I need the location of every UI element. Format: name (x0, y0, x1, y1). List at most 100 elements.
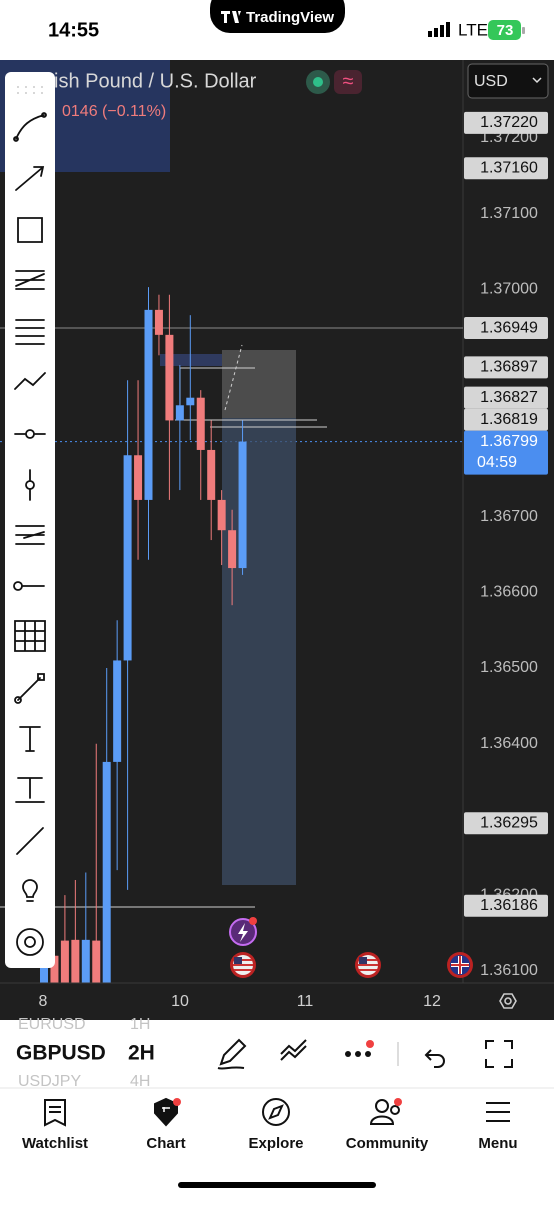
currency: USD (474, 73, 508, 90)
price-badge-label: 1.36949 (480, 319, 538, 336)
candle-body (92, 940, 101, 983)
y-tick-label: 1.36700 (480, 508, 538, 525)
tab-label[interactable]: Community (346, 1135, 429, 1152)
event-flags[interactable] (230, 952, 473, 978)
candle-body (228, 530, 237, 569)
price-badge (464, 894, 548, 917)
price-badge (464, 812, 548, 835)
candle-body (175, 405, 184, 421)
interval[interactable]: 4H (130, 1073, 150, 1090)
price-badge-label: 1.36897 (480, 359, 538, 376)
home-indicator (178, 1182, 376, 1188)
price-axis: 1.372001.371001.370001.367001.366001.365… (464, 111, 548, 979)
price-badge-label: 1.36827 (480, 389, 538, 406)
time-ticks: 8 10 11 12 (39, 993, 441, 1010)
price-badge-label: 1.36799 (480, 433, 538, 450)
tab-label[interactable]: Menu (478, 1135, 517, 1152)
candle-body (186, 397, 195, 406)
candle-body (238, 441, 247, 569)
y-tick-label: 1.36500 (480, 659, 538, 676)
tool-icon[interactable] (15, 166, 45, 191)
app-logo (221, 11, 241, 23)
tool-icon[interactable] (17, 86, 43, 94)
price-badge (464, 430, 548, 475)
community-badge (394, 1098, 402, 1106)
drawing-toolbar (5, 72, 55, 968)
x-tick-label: 12 (423, 993, 441, 1010)
x-tick-label: 8 (39, 993, 48, 1010)
candle-body (134, 455, 143, 500)
tool-icon[interactable] (16, 928, 44, 956)
currency-select[interactable] (467, 63, 549, 99)
more-button[interactable] (345, 1051, 371, 1057)
tool-icons (13, 86, 47, 956)
market-dot (313, 77, 323, 87)
tool-icon[interactable] (17, 217, 43, 243)
stop-zone (222, 418, 296, 885)
tool-icon[interactable] (14, 673, 45, 704)
tool-icon[interactable] (15, 319, 45, 345)
price-badge-label: 1.37160 (480, 159, 538, 176)
price-badge (464, 408, 548, 431)
feed-badge (334, 70, 362, 94)
event-badge (249, 917, 257, 925)
interval[interactable]: 2H (128, 1042, 155, 1065)
tool-icon[interactable] (16, 827, 44, 855)
symbol[interactable]: GBPUSD (16, 1042, 106, 1065)
tool-icon[interactable] (14, 372, 46, 390)
time-axis (0, 983, 554, 1020)
candle-body (81, 939, 90, 983)
y-tick-label: 1.37100 (480, 205, 538, 222)
tool-icon[interactable] (22, 879, 38, 902)
undo-button[interactable] (424, 1049, 445, 1068)
battery-level: 73 (497, 22, 514, 39)
candle-body (154, 309, 163, 335)
symbol[interactable]: EURUSD (18, 1016, 86, 1033)
candle-body (144, 309, 153, 500)
y-tick-label: 1.36100 (480, 962, 538, 979)
price-badge (464, 157, 548, 180)
price-badge-label: 1.36295 (480, 814, 538, 831)
tab-label[interactable]: Chart (146, 1135, 185, 1152)
candle-body (60, 940, 69, 983)
tool-icon[interactable] (13, 581, 45, 591)
event-bolt (238, 923, 248, 942)
candle-body (165, 334, 174, 421)
candle-body (113, 660, 122, 762)
tool-icon[interactable] (14, 620, 46, 652)
x-tick-label: 10 (171, 993, 189, 1010)
tool-icon[interactable] (13, 112, 47, 142)
clock: 14:55 (48, 19, 99, 41)
interval[interactable]: 1H (130, 1016, 150, 1033)
indicators-button[interactable] (280, 1039, 307, 1061)
settings-icon[interactable] (499, 993, 517, 1009)
app-pill[interactable] (210, 0, 345, 33)
tab-icons (44, 1097, 510, 1127)
symbol-bar (0, 1020, 554, 1088)
feed-icon: ≈ (343, 70, 354, 92)
tool-icon[interactable] (15, 270, 45, 290)
y-tick-label: 1.37000 (480, 281, 538, 298)
target-zone (222, 350, 296, 418)
battery (488, 20, 521, 40)
candle-body (50, 955, 59, 983)
fullscreen-button[interactable] (485, 1040, 513, 1068)
tab-label[interactable]: Watchlist (22, 1135, 88, 1152)
symbol[interactable]: USDJPY (18, 1073, 81, 1090)
tool-icon[interactable] (15, 525, 45, 545)
tool-icon[interactable] (15, 777, 45, 803)
chart-actions (217, 1038, 532, 1070)
draw-button[interactable] (217, 1038, 247, 1070)
tab-label[interactable]: Explore (248, 1135, 303, 1152)
tool-icon[interactable] (14, 429, 46, 439)
chart-tab-mark (162, 1107, 170, 1112)
tool-icon[interactable] (25, 469, 35, 501)
symbol-picker[interactable]: EURUSD 1H GBPUSD 2H USDJPY 4H (16, 1016, 155, 1090)
price-badge (464, 386, 548, 409)
candle-body (123, 455, 132, 661)
tool-icon[interactable] (19, 726, 41, 752)
x-tick-label: 11 (297, 993, 314, 1010)
candle-body (102, 761, 111, 983)
